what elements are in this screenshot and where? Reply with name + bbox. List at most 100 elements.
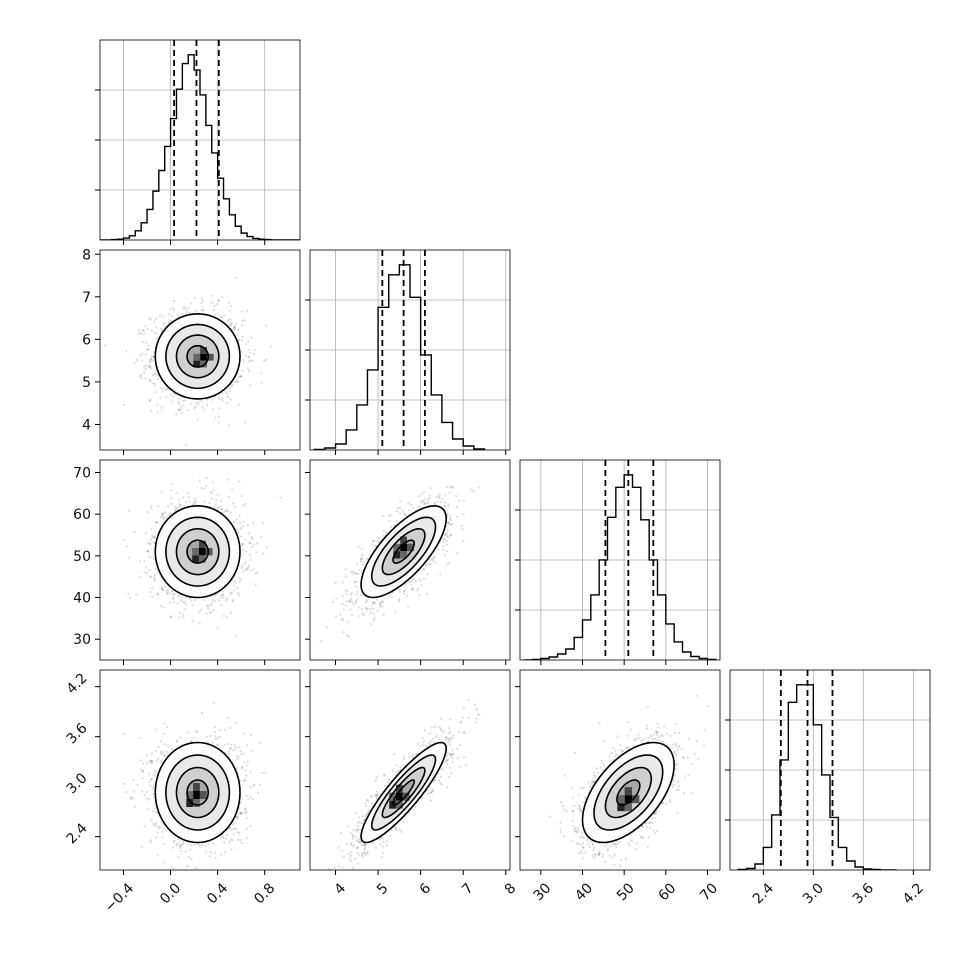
scatter-point: [146, 348, 149, 351]
histogram-step-line: [524, 474, 717, 660]
scatter-point: [143, 825, 146, 828]
scatter-point: [220, 316, 223, 319]
scatter-point: [360, 607, 364, 611]
scatter-point: [446, 563, 449, 566]
scatter-point: [443, 554, 447, 557]
scatter-point: [237, 530, 240, 534]
scatter-point: [178, 498, 181, 501]
scatter-point: [128, 596, 132, 599]
scatter-point: [340, 617, 344, 621]
scatter-point: [221, 295, 224, 299]
scatter-point: [201, 300, 204, 303]
scatter-point: [252, 784, 256, 788]
scatter-point: [149, 378, 152, 381]
scatter-point: [395, 510, 398, 513]
scatter-point: [405, 594, 408, 598]
histogram-frame: [309, 249, 511, 451]
histogram-panel-0: [95, 39, 301, 241]
scatter-point: [146, 550, 149, 553]
scatter-point: [421, 568, 425, 571]
scatter-point: [248, 541, 251, 544]
scatter-point: [146, 550, 149, 553]
scatter-point: [361, 553, 364, 557]
scatter-point: [246, 367, 250, 370]
scatter-point: [198, 610, 201, 613]
scatter-point: [455, 515, 459, 518]
scatter-point: [234, 575, 237, 578]
scatter-point: [361, 557, 364, 560]
scatter-point: [148, 568, 151, 572]
scatter-point: [138, 332, 141, 335]
scatter-point: [446, 531, 449, 534]
scatter-point: [219, 315, 223, 318]
scatter-point: [146, 511, 150, 514]
scatter-point: [128, 556, 131, 559]
scatter-point: [190, 402, 193, 405]
scatter-point: [341, 595, 344, 598]
scatter-point: [433, 501, 437, 504]
scatter-panel-3-0: [99, 669, 301, 871]
scatter-point: [446, 512, 449, 515]
scatter-point: [374, 544, 378, 548]
scatter-point: [156, 854, 159, 857]
scatter-point: [450, 522, 453, 526]
scatter-point: [193, 407, 196, 410]
scatter-point: [376, 539, 379, 542]
scatter-point: [215, 499, 218, 502]
scatter-point: [169, 307, 172, 310]
scatter-point: [162, 322, 165, 325]
scatter-point: [189, 597, 192, 600]
scatter-point: [350, 592, 353, 595]
scatter-point: [432, 556, 435, 559]
scatter-point: [362, 561, 365, 564]
scatter-point: [157, 504, 160, 508]
scatter-point: [395, 520, 398, 523]
contour-line: [165, 516, 231, 587]
scatter-point: [212, 481, 215, 484]
scatter-point: [226, 833, 229, 836]
scatter-point: [420, 501, 423, 504]
scatter-point: [150, 506, 153, 510]
scatter-point: [161, 512, 165, 515]
scatter-point: [179, 408, 182, 411]
scatter-point: [244, 502, 247, 506]
scatter-point: [239, 753, 243, 756]
scatter-point: [382, 530, 386, 533]
scatter-point: [155, 337, 158, 340]
scatter-point: [398, 506, 402, 510]
scatter-point: [224, 390, 227, 393]
scatter-point: [354, 599, 357, 603]
scatter-point: [365, 558, 369, 561]
scatter-point: [444, 533, 447, 536]
scatter-point: [168, 512, 172, 515]
scatter-point: [214, 503, 218, 506]
scatter-point: [175, 491, 178, 495]
scatter-point: [168, 592, 172, 595]
scatter-point: [214, 857, 217, 860]
scatter-point: [173, 505, 176, 508]
scatter-point: [345, 599, 349, 602]
scatter-point: [448, 561, 451, 564]
density-peak-block: [206, 353, 214, 361]
scatter-point: [262, 521, 265, 525]
scatter-point: [123, 403, 126, 406]
scatter-point: [214, 313, 217, 316]
scatter-point: [153, 773, 156, 776]
scatter-point: [125, 791, 128, 794]
scatter-point: [231, 598, 234, 601]
scatter-point: [240, 375, 243, 379]
scatter-point: [251, 359, 254, 362]
scatter-point: [246, 567, 249, 571]
scatter-point: [161, 513, 164, 516]
scatter-point: [144, 364, 147, 367]
scatter-point: [401, 509, 404, 512]
scatter-point: [162, 732, 166, 735]
scatter-point: [138, 560, 142, 563]
scatter-point: [213, 505, 216, 508]
scatter-point: [221, 392, 224, 395]
scatter-point: [425, 563, 428, 567]
scatter-point: [169, 616, 173, 619]
scatter-point: [148, 398, 152, 401]
scatter-point: [146, 762, 149, 765]
scatter-point: [229, 511, 232, 514]
